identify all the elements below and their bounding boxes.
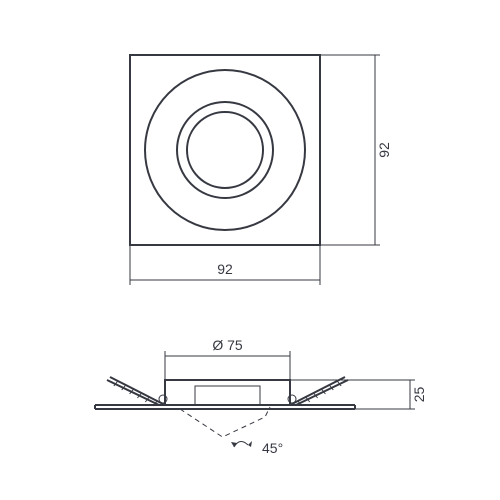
- fixture-bezel: [130, 55, 320, 245]
- dim-label: 92: [376, 142, 392, 158]
- spring-clip: [107, 377, 165, 405]
- gimbal-ring: [145, 70, 305, 230]
- housing: [165, 380, 290, 405]
- tilt-arrow: [234, 441, 248, 447]
- lamp-cup: [195, 386, 260, 405]
- aperture-inner: [187, 112, 263, 188]
- spring-clip: [290, 377, 348, 405]
- dim-label: 25: [411, 387, 427, 403]
- aperture-outer: [177, 102, 273, 198]
- dim-label: 92: [217, 261, 233, 277]
- dim-label: Ø 75: [212, 337, 243, 353]
- tilt-label: 45°: [262, 440, 283, 456]
- tilt-outline: [180, 407, 270, 437]
